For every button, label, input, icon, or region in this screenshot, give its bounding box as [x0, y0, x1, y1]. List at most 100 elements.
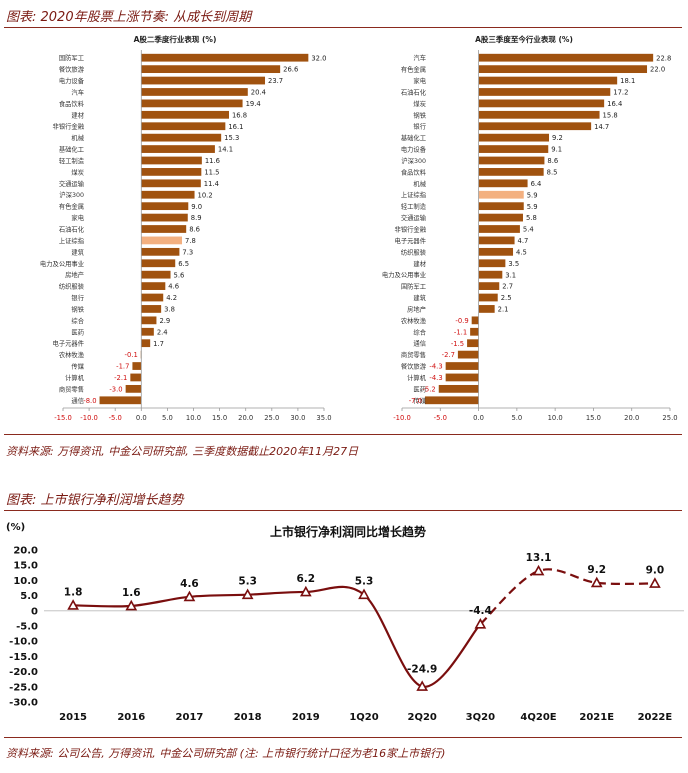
q3-value-label: 17.2 [613, 89, 628, 97]
q3-value-label: 5.9 [527, 191, 538, 199]
x-tick-label: 2021E [579, 712, 614, 723]
q3-bar [478, 179, 528, 188]
q2-x-tick-label: 5.0 [162, 414, 173, 422]
y-tick-label: 5.0 [20, 591, 38, 602]
y-tick-label: -15.0 [9, 652, 38, 663]
data-value-label: -4.4 [469, 605, 492, 617]
x-tick-label: 3Q20 [466, 712, 495, 723]
bar-chart-q3: A股三季度至今行业表现 (%) 汽车 22.8 有色金属 22.0 家电 18.1 石油石化 1… [382, 34, 678, 422]
q3-title: A股三季度至今行业表现 (%) [475, 34, 573, 44]
q2-value-label: 1.7 [153, 340, 164, 348]
q2-value-label: 2.4 [157, 328, 168, 336]
q2-category-label: 电子元器件 [53, 339, 84, 348]
q2-value-label: 19.4 [246, 100, 261, 108]
q2-category-label: 交通运输 [59, 179, 85, 188]
q2-bar [141, 76, 266, 85]
q2-value-label: 16.1 [228, 123, 243, 131]
q3-category-label: 综合 [413, 327, 426, 336]
q3-bar [478, 202, 524, 211]
q3-bar [478, 225, 520, 233]
x-tick-label: 2022E [638, 712, 673, 723]
q3-category-label: 非银行金融 [395, 225, 427, 234]
data-value-label: 6.2 [297, 573, 316, 585]
line-chart-title: 上市银行净利润同比增长趋势 [270, 524, 426, 539]
q2-value-label: 8.6 [189, 226, 200, 234]
q3-category-label: 计算机 [407, 373, 427, 382]
q3-value-label: -4.3 [429, 363, 442, 371]
q2-category-label: 电力设备 [59, 76, 85, 85]
data-value-label: 4.6 [180, 578, 199, 590]
q3-value-label: 5.9 [527, 203, 538, 211]
q3-value-label: 4.5 [516, 248, 527, 256]
q3-bar [478, 110, 600, 119]
q2-x-tick-label: 25.0 [264, 414, 279, 422]
q3-bar [478, 236, 515, 245]
data-value-label: 1.6 [122, 587, 141, 599]
data-point-marker [299, 585, 312, 597]
q3-x-tick-label: -10.0 [393, 414, 411, 422]
q3-category-label: 电力及公用事业 [382, 270, 426, 279]
q2-value-label: 10.2 [198, 191, 213, 199]
data-value-label: 9.0 [646, 564, 665, 576]
q3-value-label: 22.8 [656, 54, 671, 62]
q2-bar [141, 236, 183, 245]
q3-bar [478, 282, 500, 290]
q3-x-tick-label: 15.0 [586, 414, 601, 422]
q3-x-tick-label: -5.0 [434, 414, 447, 422]
q2-x-tick-label: 35.0 [316, 414, 331, 422]
q3-bar [478, 88, 611, 96]
figure2-top-rule [4, 510, 682, 511]
q2-value-label: 11.5 [204, 169, 219, 177]
q2-category-label: 电力及公用事业 [40, 259, 84, 268]
q3-value-label: 2.1 [498, 306, 509, 314]
q3-category-label: 钢铁 [413, 110, 426, 119]
q2-x-tick-label: -10.0 [80, 414, 98, 422]
q3-bar [478, 76, 618, 85]
q3-value-label: 15.8 [603, 111, 618, 119]
q3-bar [478, 259, 506, 268]
q2-bar [141, 213, 188, 222]
y-tick-label: 0 [31, 606, 38, 617]
q2-category-label: 传媒 [71, 362, 84, 371]
q2-x-tick-label: 20.0 [238, 414, 253, 422]
q3-x-tick-label: 20.0 [624, 414, 639, 422]
q3-category-label: 煤炭 [413, 99, 426, 108]
figure2-title: 图表: 上市银行净利润增长趋势 [6, 493, 184, 508]
q2-value-label: 3.8 [164, 306, 175, 314]
q2-category-label: 食品饮料 [59, 99, 85, 108]
q3-category-label: 通信 [413, 339, 426, 348]
q2-value-label: 16.8 [232, 111, 247, 119]
x-tick-label: 4Q20E [520, 712, 556, 723]
q2-x-tick-label: 10.0 [186, 414, 201, 422]
figure2-bottom-rule [4, 737, 682, 738]
figure1-title: 图表: 2020年股票上涨节奏: 从成长到周期 [6, 10, 252, 25]
y-tick-label: -30.0 [9, 698, 38, 709]
q3-category-label: 银行 [413, 122, 426, 131]
q2-title: A股二季度行业表现 (%) [134, 34, 217, 44]
q2-bar [141, 156, 202, 165]
q3-category-label: 基础化工 [401, 133, 426, 142]
q3-bar [471, 316, 479, 325]
q2-value-label: 15.3 [224, 134, 239, 142]
q3-bar [478, 99, 605, 108]
data-point-marker [358, 588, 370, 600]
q2-x-tick-label: -15.0 [54, 414, 72, 422]
q3-value-label: 14.7 [594, 123, 609, 131]
q2-value-label: 7.8 [185, 237, 196, 245]
q2-value-label: 4.2 [166, 294, 177, 302]
q2-bar [141, 305, 162, 313]
q2-value-label: 2.9 [159, 317, 170, 325]
q3-value-label: 6.4 [531, 180, 542, 188]
x-tick-label: 2019 [292, 712, 320, 723]
q2-bar [141, 202, 189, 211]
data-value-label: 9.2 [587, 564, 606, 576]
figure1-top-rule [4, 27, 682, 28]
q2-category-label: 沪深300 [59, 190, 84, 199]
q3-bar [478, 305, 495, 313]
q3-category-label: 餐饮旅游 [401, 362, 427, 371]
q2-value-label: -0.1 [125, 351, 138, 359]
q3-category-label: 交通运输 [401, 213, 427, 222]
q3-value-label: 4.7 [518, 237, 529, 245]
q3-bar [478, 53, 654, 62]
q3-category-label: 建材 [413, 259, 426, 268]
